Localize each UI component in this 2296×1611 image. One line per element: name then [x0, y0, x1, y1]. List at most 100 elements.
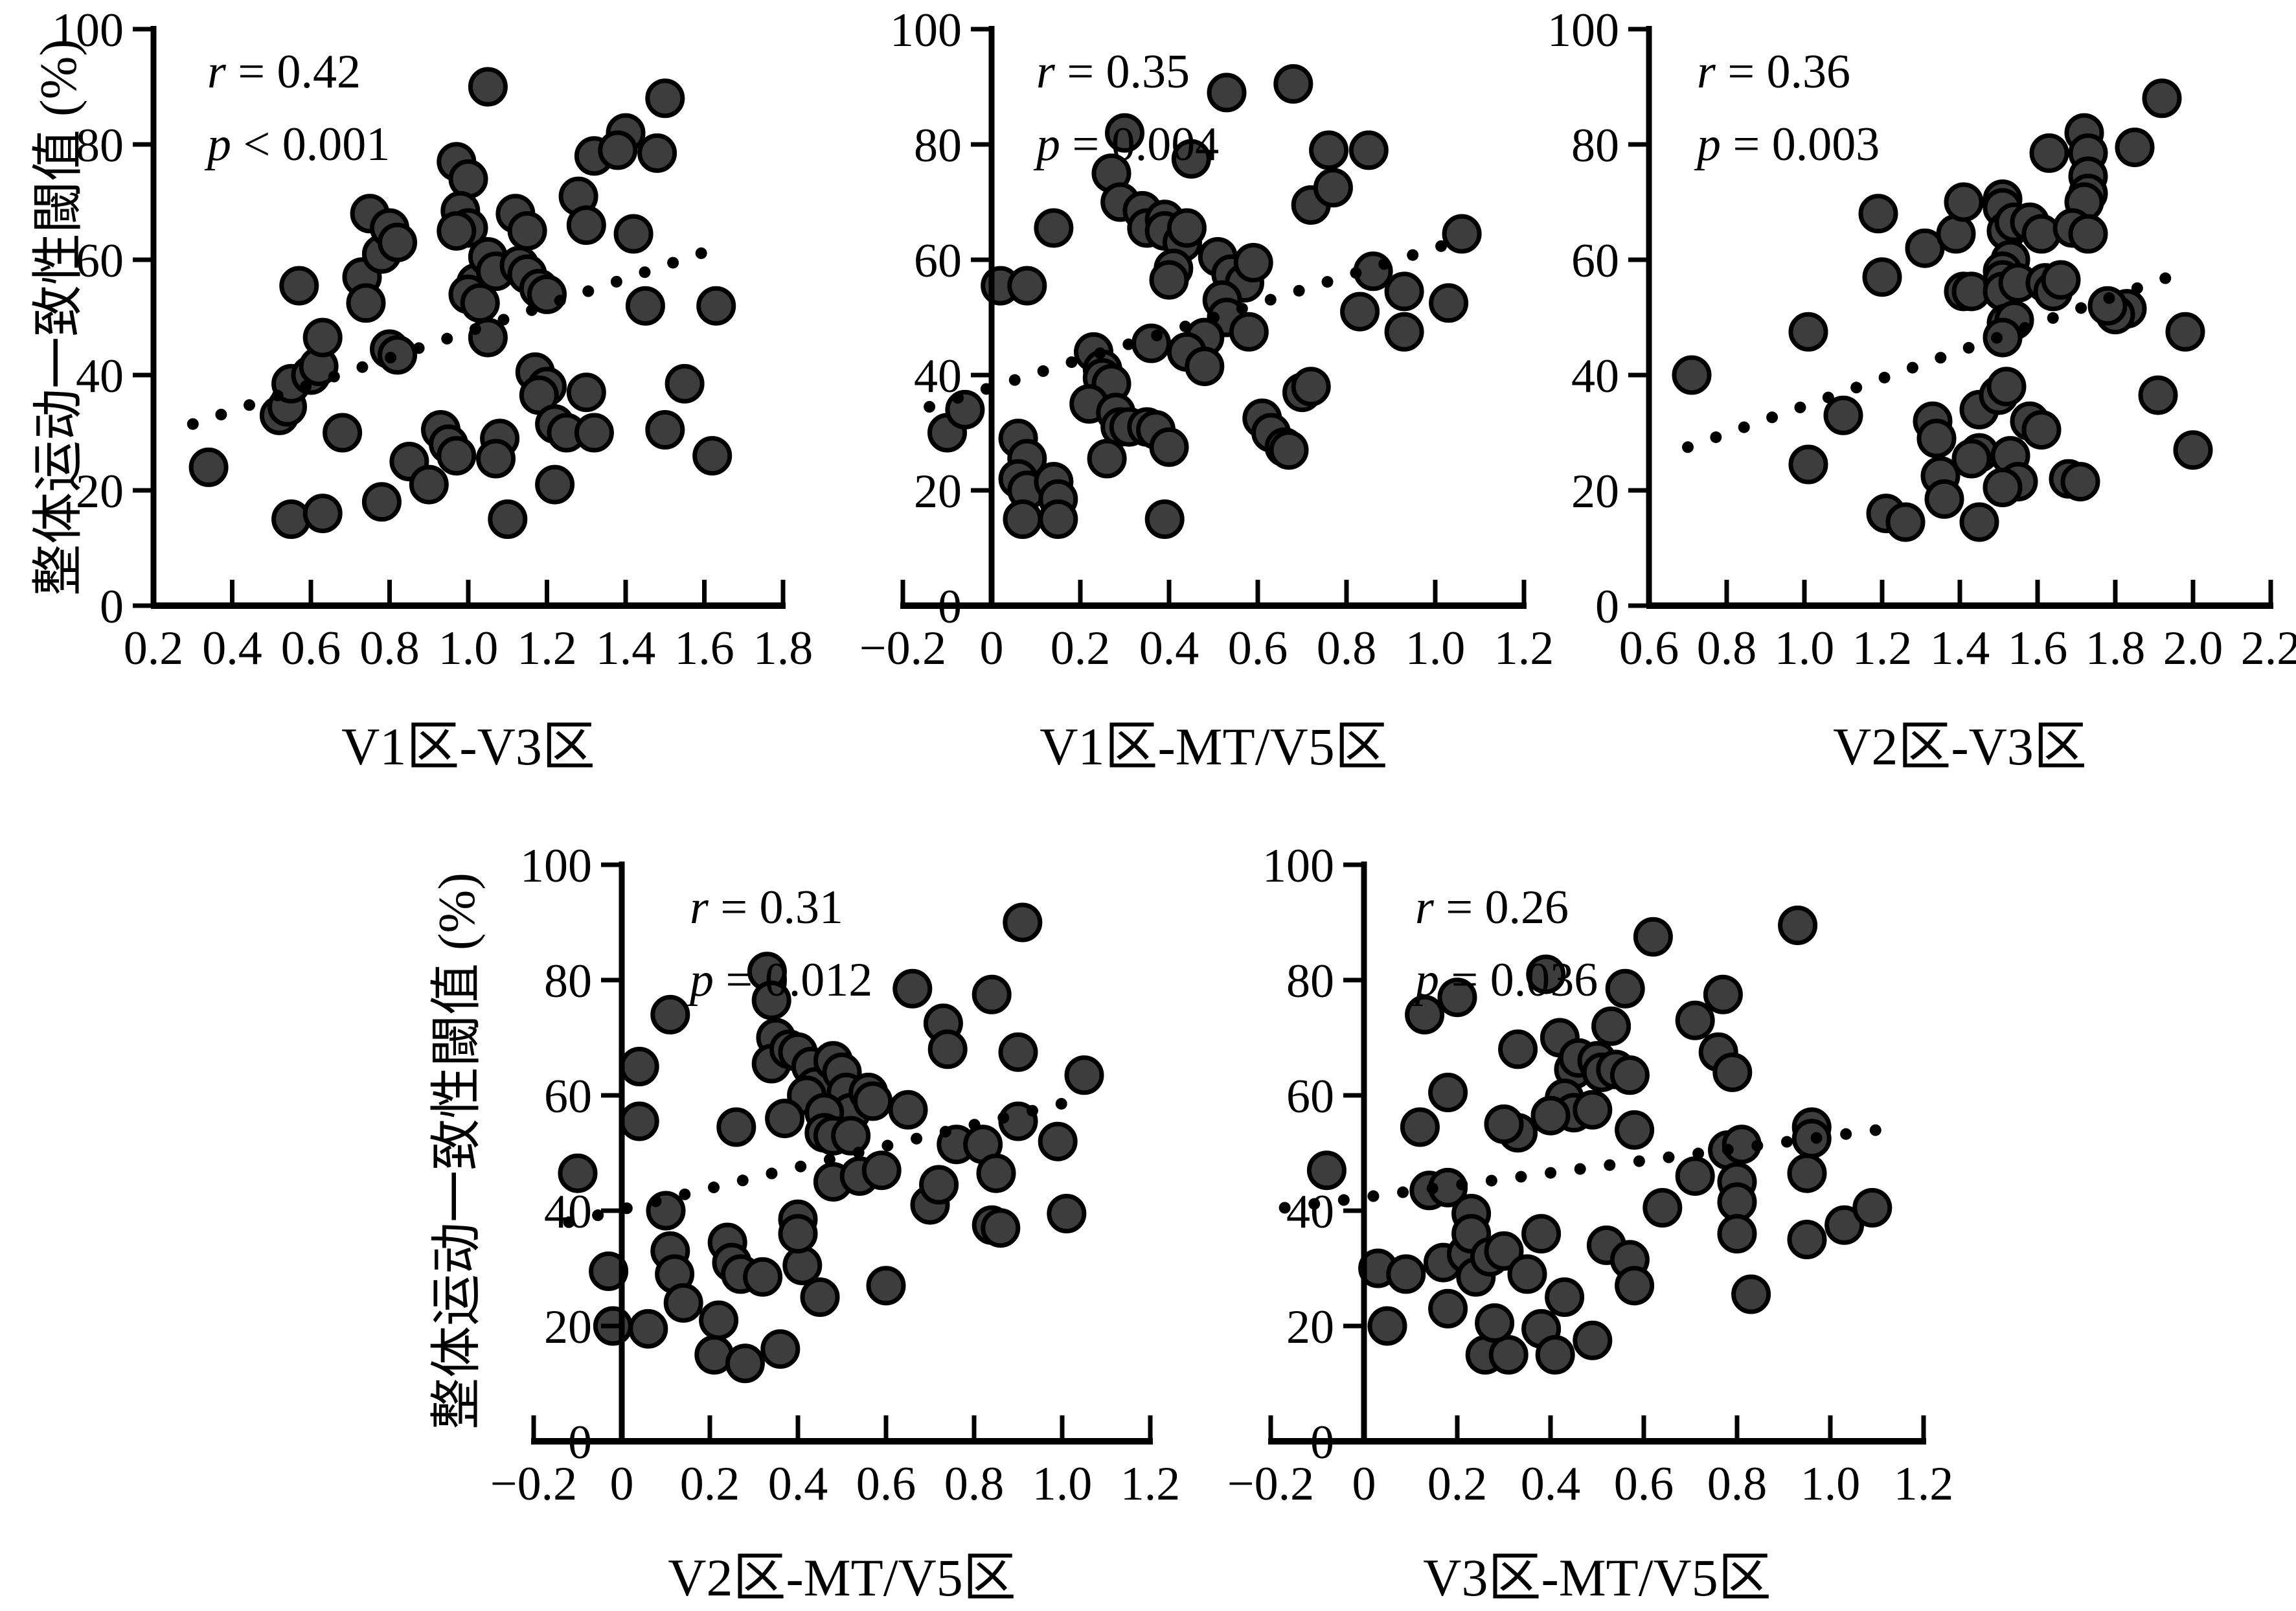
x-tick-label: 0.4	[1521, 1457, 1581, 1511]
scatter-point	[1034, 208, 1074, 248]
scatter-point	[2060, 462, 2100, 502]
scatter-point	[476, 439, 516, 479]
scatter-point	[853, 1081, 893, 1121]
x-tick-label: 1.0	[1032, 1457, 1093, 1511]
scatter-point	[1386, 1254, 1426, 1294]
scatter-point	[1959, 502, 1999, 542]
scatter-plot-1: 0.2 0.4 0.6 0.8 1.0 1.2 1.4 1.6 1.8 0 20 40 60 80 100	[52, 4, 813, 675]
scatter-point	[589, 1251, 629, 1291]
scatter-point	[2115, 128, 2155, 167]
y-tick-label: 60	[1286, 1070, 1334, 1123]
y-tick-label: 40	[544, 1185, 592, 1239]
trend-line	[187, 242, 722, 430]
stats-annotation-plot2: r = 0.35 p = 0.004	[1036, 36, 1219, 181]
scatter-point	[1545, 1277, 1585, 1317]
p-value: p = 0.003	[1697, 118, 1880, 171]
r-value: r = 0.31	[690, 881, 844, 934]
y-tick-label: 20	[1286, 1301, 1334, 1354]
scatter-point	[1437, 977, 1477, 1018]
scatter-point	[1615, 1110, 1655, 1150]
y-tick-label: 40	[76, 350, 124, 403]
x-tick-label: 0.4	[1139, 622, 1199, 675]
x-tick-label: 0.8	[1707, 1457, 1767, 1511]
y-tick-label: 60	[914, 234, 962, 288]
scatter-point	[765, 1099, 805, 1139]
scatter-point	[1442, 214, 1482, 254]
scatter-point	[2029, 133, 2069, 173]
scatter-point	[1429, 283, 1469, 323]
scatter-figure: 0.2 0.4 0.6 0.8 1.0 1.2 1.4 1.6 1.8 0 20 40 60 80 100 −…	[30, 4, 2296, 1607]
scatter-point	[1007, 266, 1047, 306]
scatter-point	[692, 436, 733, 476]
scatter-point	[892, 968, 933, 1009]
scatter-point	[1144, 499, 1185, 539]
scatter-point	[1484, 1231, 1524, 1271]
scatter-point	[751, 980, 791, 1020]
scatter-point	[1852, 1188, 1892, 1228]
x-tick-label: 0.4	[202, 622, 262, 675]
scatter-point	[188, 447, 229, 487]
y-tick-label: 100	[520, 840, 592, 893]
scatter-point	[566, 205, 606, 246]
scatter-point	[1400, 1107, 1440, 1147]
x-tick-label: 0.2	[1427, 1457, 1488, 1511]
x-tick-label: 0.4	[768, 1457, 828, 1511]
scatter-point	[981, 1208, 1021, 1248]
x-axis-title-v1-v3: V1区-V3区	[341, 717, 595, 776]
scatter-point	[1712, 1052, 1753, 1092]
x-tick-label: −0.2	[1227, 1457, 1314, 1511]
scatter-point	[1313, 168, 1353, 208]
stats-annotation-plot5: r = 0.26 p = 0.036	[1415, 871, 1598, 1016]
scatter-point	[1047, 1194, 1087, 1233]
x-tick-label: 1.0	[1405, 622, 1466, 675]
y-tick-label: 0	[938, 580, 962, 634]
scatter-plot-3: 0.6 0.8 1.0 1.2 1.4 1.6 1.8 2.0 2.2 0 20 40 60 80 100	[1547, 4, 2296, 675]
scatter-point	[1951, 439, 1992, 479]
x-tick-label: 0	[610, 1457, 634, 1511]
scatter-point	[1986, 367, 2027, 407]
x-tick-label: 0.8	[1317, 622, 1377, 675]
scatter-point	[566, 372, 606, 413]
y-tick-label: 0	[1310, 1416, 1334, 1469]
scatter-point	[831, 1115, 871, 1156]
scatter-point	[927, 1029, 968, 1069]
scatter-point	[1703, 974, 1743, 1014]
x-tick-label: 0.6	[856, 1457, 916, 1511]
x-tick-label: 1.4	[1930, 622, 1990, 675]
scatter-point	[1003, 902, 1043, 943]
scatter-point	[760, 1329, 801, 1369]
x-tick-label: 0.6	[1619, 622, 1679, 675]
scatter-point	[1573, 1320, 1613, 1360]
x-tick-label: 1.2	[517, 622, 577, 675]
scatter-point	[663, 1283, 703, 1323]
scatter-point	[1507, 1254, 1547, 1294]
scatter-point	[1823, 395, 1863, 435]
x-tick-label: 0	[1352, 1457, 1376, 1511]
scatter-point	[1003, 499, 1043, 539]
scatter-point	[1171, 139, 1211, 179]
scatter-point	[782, 1246, 823, 1285]
scatter-point	[2068, 214, 2108, 254]
y-axis-title-top: 整体运动一致性閾值 (%)	[30, 39, 87, 596]
scatter-point	[574, 413, 614, 453]
scatter-point	[976, 1153, 1016, 1193]
x-tick-label: 0.6	[281, 622, 341, 675]
y-tick-label: 80	[544, 955, 592, 1008]
x-axis-title-v3-mtv5: V3区-MT/V5区	[1423, 1548, 1771, 1607]
scatter-point	[866, 1266, 906, 1306]
x-tick-label: 2.0	[2163, 622, 2223, 675]
scatter-point	[1269, 430, 1309, 470]
x-tick-label: 0.6	[1614, 1457, 1674, 1511]
scatter-point	[716, 1107, 756, 1147]
scatter-point	[1233, 243, 1273, 282]
scatter-point	[1944, 182, 1984, 222]
y-tick-label: 100	[1547, 4, 1619, 57]
scatter-point	[645, 410, 685, 450]
scatter-point	[1633, 917, 1673, 957]
scatter-point	[302, 317, 343, 358]
scatter-point	[1936, 214, 1976, 254]
x-tick-label: 1.2	[1894, 1457, 1954, 1511]
r-value: r = 0.36	[1697, 45, 1851, 98]
scatter-point	[696, 286, 736, 326]
